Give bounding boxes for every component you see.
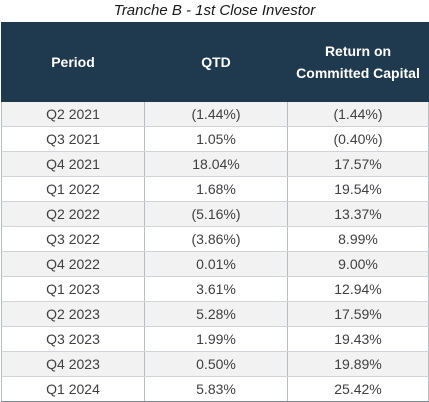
return-on-committed-capital-cell: 19.54% — [287, 176, 429, 202]
table-row: Q3 2021 1.05% (0.40%) — [1, 126, 429, 152]
table-row: Q2 2022 (5.16%) 13.37% — [1, 201, 429, 227]
header-return-on-committed-capital: Return on Committed Capital — [287, 22, 429, 102]
returns-table: Period QTD Return on Committed Capital Q… — [1, 22, 429, 402]
qtd-cell: 18.04% — [144, 151, 288, 177]
table-row: Q4 2023 0.50% 19.89% — [1, 351, 429, 377]
period-cell: Q1 2023 — [1, 276, 145, 302]
return-on-committed-capital-cell: 17.57% — [287, 151, 429, 177]
table-row: Q3 2023 1.99% 19.43% — [1, 326, 429, 352]
table-row: Q3 2022 (3.86%) 8.99% — [1, 226, 429, 252]
return-on-committed-capital-cell: 19.89% — [287, 351, 429, 377]
qtd-cell: (5.16%) — [144, 201, 288, 227]
qtd-cell: 1.05% — [144, 126, 288, 152]
period-cell: Q1 2022 — [1, 176, 145, 202]
header-period: Period — [1, 22, 145, 102]
qtd-cell: 1.68% — [144, 176, 288, 202]
return-on-committed-capital-cell: 8.99% — [287, 226, 429, 252]
return-on-committed-capital-cell: (1.44%) — [287, 101, 429, 127]
return-on-committed-capital-cell: 19.43% — [287, 326, 429, 352]
table-row: Q1 2022 1.68% 19.54% — [1, 176, 429, 202]
period-cell: Q4 2022 — [1, 251, 145, 277]
return-on-committed-capital-cell: 12.94% — [287, 276, 429, 302]
qtd-cell: 5.28% — [144, 301, 288, 327]
table-row: Q2 2023 5.28% 17.59% — [1, 301, 429, 327]
period-cell: Q3 2021 — [1, 126, 145, 152]
qtd-cell: 5.83% — [144, 376, 288, 402]
period-cell: Q2 2023 — [1, 301, 145, 327]
table-row: Q4 2022 0.01% 9.00% — [1, 251, 429, 277]
qtd-cell: 0.01% — [144, 251, 288, 277]
return-on-committed-capital-cell: 25.42% — [287, 376, 429, 402]
period-cell: Q3 2023 — [1, 326, 145, 352]
period-cell: Q3 2022 — [1, 226, 145, 252]
table-row: Q1 2023 3.61% 12.94% — [1, 276, 429, 302]
table-title: Tranche B - 1st Close Investor — [113, 2, 316, 19]
return-on-committed-capital-cell: 17.59% — [287, 301, 429, 327]
header-row: Period QTD Return on Committed Capital — [1, 22, 429, 102]
qtd-cell: 0.50% — [144, 351, 288, 377]
return-on-committed-capital-cell: (0.40%) — [287, 126, 429, 152]
table-row: Q4 2021 18.04% 17.57% — [1, 151, 429, 177]
table-row: Q2 2021 (1.44%) (1.44%) — [1, 101, 429, 127]
period-cell: Q2 2022 — [1, 201, 145, 227]
period-cell: Q4 2023 — [1, 351, 145, 377]
table-row: Q1 2024 5.83% 25.42% — [1, 376, 429, 402]
qtd-cell: 3.61% — [144, 276, 288, 302]
period-cell: Q1 2024 — [1, 376, 145, 402]
period-cell: Q4 2021 — [1, 151, 145, 177]
return-on-committed-capital-cell: 9.00% — [287, 251, 429, 277]
header-qtd: QTD — [144, 22, 288, 102]
return-on-committed-capital-cell: 13.37% — [287, 201, 429, 227]
qtd-cell: (3.86%) — [144, 226, 288, 252]
period-cell: Q2 2021 — [1, 101, 145, 127]
qtd-cell: 1.99% — [144, 326, 288, 352]
qtd-cell: (1.44%) — [144, 101, 288, 127]
